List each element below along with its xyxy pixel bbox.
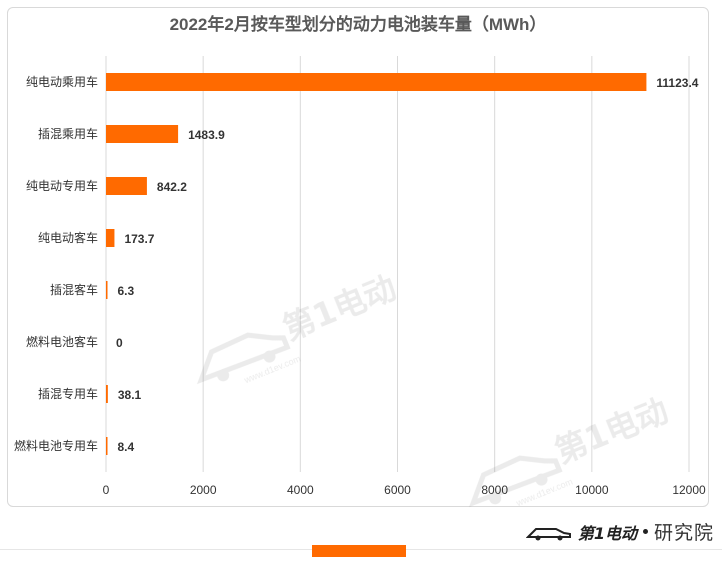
bar bbox=[106, 281, 108, 299]
watermark-text: 第1电动 bbox=[278, 268, 402, 348]
bar bbox=[106, 177, 147, 195]
car-logo-icon bbox=[525, 527, 571, 540]
x-tick-label: 8000 bbox=[481, 483, 508, 497]
bar bbox=[106, 385, 108, 403]
value-label: 0 bbox=[116, 336, 123, 350]
brand-name: 第1电动 bbox=[577, 523, 637, 543]
footer-brand: 第1电动 研究院 bbox=[525, 518, 714, 545]
bar bbox=[106, 229, 115, 247]
footer-accent-bar bbox=[312, 545, 406, 557]
value-label: 842.2 bbox=[157, 180, 187, 194]
chart-title: 2022年2月按车型划分的动力电池装车量（MWh） bbox=[169, 15, 547, 34]
x-tick-label: 6000 bbox=[384, 483, 411, 497]
category-label: 纯电动乘用车 bbox=[26, 74, 98, 89]
bar bbox=[106, 73, 647, 91]
x-tick-label: 2000 bbox=[190, 483, 217, 497]
value-label: 6.3 bbox=[118, 284, 135, 298]
bar bbox=[106, 125, 179, 143]
watermark-text: 第1电动 bbox=[550, 391, 674, 471]
value-label: 173.7 bbox=[124, 232, 154, 246]
brand-suffix: 研究院 bbox=[653, 522, 714, 544]
category-label: 插混专用车 bbox=[38, 386, 98, 401]
category-label: 燃料电池专用车 bbox=[14, 438, 98, 453]
brand-dot bbox=[642, 529, 648, 534]
category-label: 纯电动专用车 bbox=[26, 178, 98, 193]
category-label: 燃料电池客车 bbox=[26, 334, 98, 349]
x-tick-label: 10000 bbox=[575, 483, 609, 497]
value-label: 8.4 bbox=[118, 440, 135, 454]
value-label: 11123.4 bbox=[656, 76, 698, 90]
x-tick-label: 12000 bbox=[672, 483, 706, 497]
category-label: 插混客车 bbox=[50, 282, 98, 297]
x-tick-label: 0 bbox=[103, 483, 110, 497]
value-label: 38.1 bbox=[118, 388, 142, 402]
category-label: 纯电动客车 bbox=[38, 230, 98, 245]
category-label: 插混乘用车 bbox=[38, 126, 98, 141]
x-tick-label: 4000 bbox=[287, 483, 314, 497]
value-label: 1483.9 bbox=[188, 128, 225, 142]
bar bbox=[106, 437, 108, 455]
